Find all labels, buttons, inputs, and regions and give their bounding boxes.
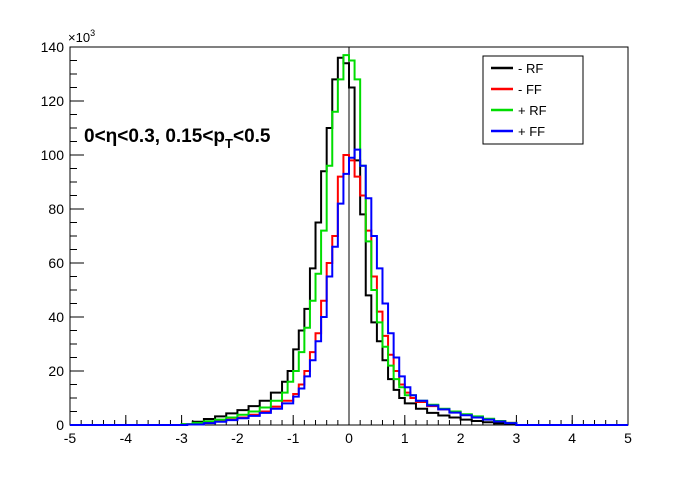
x-tick-label: 0 xyxy=(345,430,353,446)
x-tick-label: -3 xyxy=(175,430,188,446)
x-tick-label: 5 xyxy=(624,430,632,446)
x-tick-label: -1 xyxy=(287,430,300,446)
legend-items: - RF - FF + RF + FF xyxy=(491,61,547,139)
y-tick-label: 40 xyxy=(48,309,64,325)
legend: - RF - FF + RF + FF xyxy=(482,55,584,145)
x-tick-label: 1 xyxy=(401,430,409,446)
y-tick-label: 80 xyxy=(48,201,64,217)
x-tick-label: -5 xyxy=(64,430,77,446)
y-multiplier: ×103 xyxy=(68,28,95,45)
x-axis-ticks: -5 -4 -3 -2 -1 0 1 2 3 4 5 xyxy=(64,415,632,446)
x-tick-label: 4 xyxy=(568,430,576,446)
x-tick-label: 3 xyxy=(513,430,521,446)
legend-label: - RF xyxy=(518,61,543,76)
series-ff-line xyxy=(70,148,628,426)
y-tick-label: 120 xyxy=(41,93,65,109)
legend-box xyxy=(482,55,584,145)
series-group xyxy=(70,54,628,426)
y-tick-label: 20 xyxy=(48,363,64,379)
x-tick-label: -2 xyxy=(231,430,244,446)
y-tick-label: 140 xyxy=(41,39,65,55)
x-tick-label: -4 xyxy=(120,430,133,446)
y-tick-label: 100 xyxy=(41,147,65,163)
legend-label: - FF xyxy=(518,82,542,97)
y-tick-label: 0 xyxy=(56,417,64,433)
legend-label: + FF xyxy=(518,124,545,139)
legend-label: + RF xyxy=(518,103,547,118)
y-axis-ticks: 0 20 40 60 80 100 120 140 xyxy=(41,39,84,433)
y-tick-label: 60 xyxy=(48,255,64,271)
x-tick-label: 2 xyxy=(457,430,465,446)
annotation-label: 0<η<0.3, 0.15<pT<0.5 xyxy=(84,126,271,151)
